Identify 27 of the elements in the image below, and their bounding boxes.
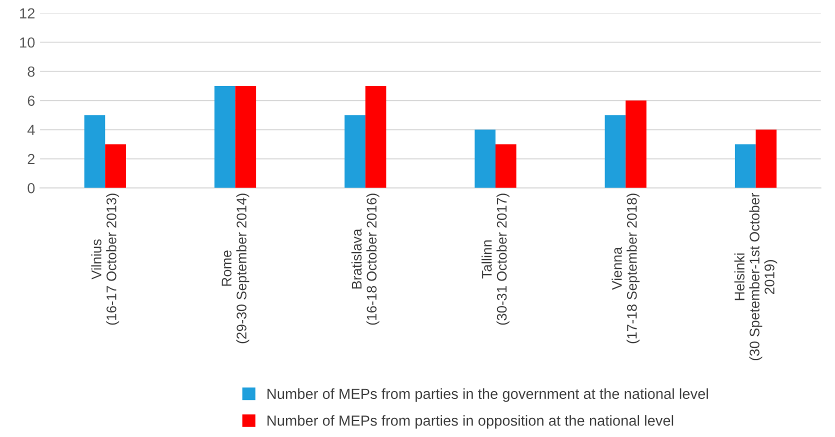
y-tick-label: 6: [28, 96, 35, 106]
y-tick-label: 4: [27, 124, 35, 135]
bar: [474, 130, 496, 188]
x-tick-label: Vilnius (16-17 October 2013): [91, 194, 120, 325]
bar: [344, 115, 366, 188]
bar: [626, 100, 646, 188]
bar: [365, 86, 386, 188]
x-tick-label: Helsinki (30 Spetember-1st October 2019): [734, 192, 778, 360]
x-tick-label: Tallinn (30-31 October 2017): [482, 194, 510, 325]
bar: [496, 144, 516, 188]
y-tick-label: 2: [28, 154, 34, 164]
bar: [105, 144, 126, 188]
bar: [604, 115, 626, 188]
bar: [214, 86, 236, 188]
x-tick-label: Bratislava (16-18 October 2016): [351, 194, 380, 325]
y-tick-label: 8: [28, 66, 35, 77]
y-tick-label: 12: [20, 8, 34, 18]
bar: [734, 144, 756, 188]
bar: [235, 86, 256, 188]
bar: [84, 115, 106, 188]
legend-label: Number of MEPs from parties in the government at the national level: [268, 388, 708, 402]
y-tick-label: 0: [28, 183, 35, 194]
legend-label: Number of MEPs from parties in opposition at the national level: [268, 415, 674, 429]
x-tick-label: Rome (29-30 September 2014): [222, 194, 250, 344]
bar: [756, 130, 777, 188]
x-tick-label: Vienna (17-18 September 2018): [612, 194, 640, 344]
y-tick-label: 10: [20, 37, 35, 48]
